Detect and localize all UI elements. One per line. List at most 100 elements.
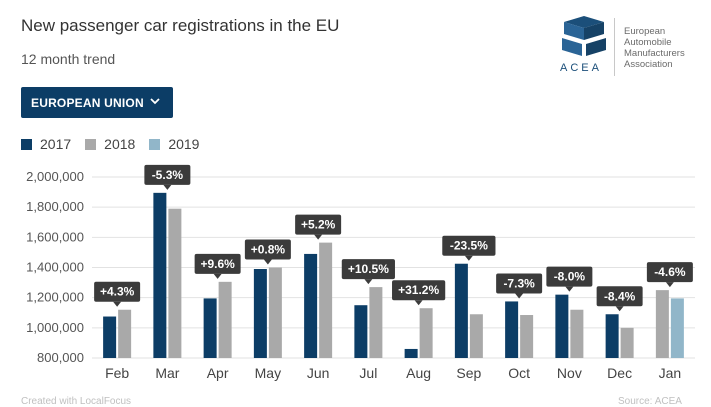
bar-2018: [168, 208, 182, 358]
y-tick-label: 800,000: [37, 350, 84, 365]
logo-line-4: Association: [624, 59, 673, 70]
bar-2018: [218, 281, 232, 358]
x-tick-label: Sep: [456, 365, 481, 381]
chart-subtitle: 12 month trend: [21, 51, 116, 67]
legend-item-2019[interactable]: 2019: [149, 136, 199, 152]
legend-item-2018[interactable]: 2018: [85, 136, 135, 152]
bar-2018: [118, 309, 132, 358]
logo-line-2: Automobile: [624, 37, 672, 48]
change-callout-pointer: [163, 184, 172, 190]
legend-swatch-2017: [21, 138, 32, 150]
bar-2019: [670, 298, 684, 358]
x-tick-label: Aug: [406, 365, 431, 381]
y-tick-label: 1,400,000: [26, 260, 84, 275]
change-callout-label: -7.3%: [503, 276, 535, 290]
change-callout-pointer: [515, 293, 524, 299]
change-callout-label: -23.5%: [450, 239, 488, 253]
bar-2017: [304, 253, 318, 358]
bar-2018: [319, 242, 333, 358]
bar-2017: [153, 192, 167, 358]
x-tick-label: Nov: [557, 365, 582, 381]
change-callout-label: +10.5%: [348, 262, 389, 276]
change-callout-box: [244, 239, 291, 260]
legend-label-2019: 2019: [168, 136, 200, 152]
chart-legend: 2017 2018 2019: [21, 136, 213, 152]
bar-2018: [620, 327, 634, 358]
change-callout-label: -4.6%: [654, 265, 686, 279]
x-tick-label: Apr: [207, 365, 229, 381]
acea-logo-icon: [562, 16, 606, 56]
x-tick-label: Jun: [307, 365, 330, 381]
acea-logo: ACEA European Automobile Manufacturers A…: [558, 16, 708, 78]
change-callout-pointer: [665, 282, 674, 288]
change-callout-pointer: [464, 255, 473, 261]
change-callout-pointer: [213, 273, 222, 279]
footer-credit: Created with LocalFocus: [21, 396, 132, 407]
change-callout-label: +9.6%: [200, 257, 235, 271]
change-callout-box: [596, 286, 643, 307]
change-callout-box: [144, 164, 191, 185]
bar-2018: [369, 287, 383, 358]
x-tick-label: Jul: [359, 365, 377, 381]
change-callout-box: [442, 235, 496, 256]
change-callout-label: +0.8%: [251, 243, 286, 257]
change-callout-pointer: [615, 306, 624, 312]
bar-2018: [520, 315, 534, 358]
region-dropdown-label: EUROPEAN UNION: [31, 95, 144, 110]
change-callout-box: [341, 259, 395, 280]
bar-2017: [354, 305, 368, 358]
x-tick-label: Feb: [105, 365, 129, 381]
bar-2017: [404, 348, 418, 358]
y-tick-label: 1,600,000: [26, 229, 84, 244]
bar-2017: [103, 316, 117, 358]
x-tick-label: Jan: [659, 365, 682, 381]
logo-acronym: ACEA: [560, 62, 602, 74]
bar-2018: [268, 267, 282, 358]
bar-2017: [454, 263, 468, 358]
bar-2018: [419, 308, 433, 358]
x-tick-label: Oct: [508, 365, 530, 381]
bar-2018: [655, 290, 669, 358]
change-callout-pointer: [314, 234, 323, 240]
legend-swatch-2019: [149, 138, 161, 150]
logo-divider: [614, 18, 615, 76]
chevron-down-icon: [150, 98, 160, 105]
region-dropdown[interactable]: EUROPEAN UNION: [21, 87, 173, 118]
y-tick-label: 1,200,000: [26, 290, 84, 305]
change-callout-pointer: [263, 259, 272, 265]
change-callout-label: -8.0%: [554, 270, 586, 284]
change-callout-label: +5.2%: [301, 218, 336, 232]
bar-2017: [505, 301, 519, 358]
change-callout-box: [546, 266, 593, 287]
change-callout-label: +31.2%: [398, 283, 439, 297]
legend-swatch-2018: [85, 138, 97, 150]
change-callout-pointer: [113, 301, 122, 307]
y-tick-label: 1,800,000: [26, 199, 84, 214]
change-callout-box: [392, 280, 446, 301]
bar-2017: [253, 269, 267, 358]
legend-label-2017: 2017: [40, 136, 72, 152]
bar-2017: [555, 294, 569, 358]
x-tick-label: Mar: [155, 365, 179, 381]
bar-2017: [605, 314, 619, 358]
legend-item-2017[interactable]: 2017: [21, 136, 71, 152]
legend-label-2018: 2018: [104, 136, 136, 152]
change-callout-label: -5.3%: [152, 168, 184, 182]
change-callout-pointer: [414, 300, 423, 306]
change-callout-label: +4.3%: [100, 285, 135, 299]
bar-2018: [469, 314, 483, 358]
bar-2017: [203, 298, 217, 358]
change-callout-box: [94, 281, 141, 302]
logo-line-1: European: [624, 26, 666, 37]
bar-2018: [570, 309, 584, 358]
chart-title: New passenger car registrations in the E…: [21, 16, 340, 35]
y-tick-label: 2,000,000: [26, 169, 84, 184]
y-tick-label: 1,000,000: [26, 320, 84, 335]
change-callout-box: [496, 273, 543, 294]
logo-wordmark: European Automobile Manufacturers Associ…: [624, 26, 685, 70]
change-callout-pointer: [364, 279, 373, 285]
change-callout-box: [295, 214, 342, 235]
change-callout-label: -8.4%: [604, 289, 636, 303]
logo-line-3: Manufacturers: [624, 48, 685, 59]
